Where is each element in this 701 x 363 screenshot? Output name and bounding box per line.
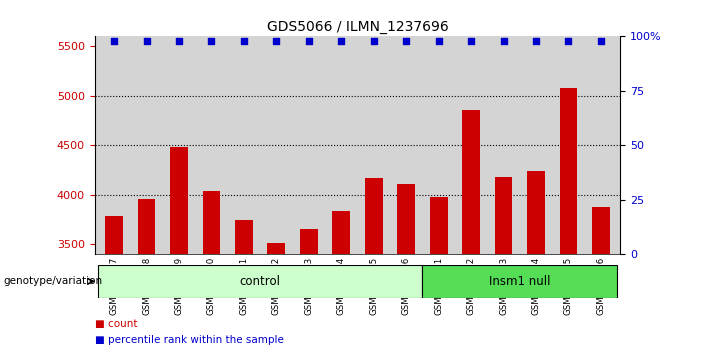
Point: [141, 38, 152, 44]
Bar: [300, 229, 318, 363]
Text: ■ percentile rank within the sample: ■ percentile rank within the sample: [95, 335, 283, 345]
Bar: [527, 171, 545, 363]
Point: [109, 38, 120, 44]
Text: ■ count: ■ count: [95, 318, 137, 329]
Bar: [430, 197, 447, 363]
Point: [563, 38, 574, 44]
Point: [595, 38, 606, 44]
Text: genotype/variation: genotype/variation: [4, 276, 102, 286]
Bar: [203, 191, 220, 363]
Bar: [235, 220, 253, 363]
Bar: [495, 177, 512, 363]
Bar: [268, 243, 285, 363]
Bar: [423, 265, 617, 298]
Text: Insm1 null: Insm1 null: [489, 275, 550, 288]
Bar: [365, 178, 383, 363]
Bar: [98, 265, 423, 298]
Point: [173, 38, 184, 44]
Bar: [397, 184, 415, 363]
Bar: [105, 216, 123, 363]
Text: control: control: [240, 275, 280, 288]
Point: [433, 38, 444, 44]
Point: [304, 38, 315, 44]
Bar: [592, 207, 610, 363]
Point: [465, 38, 477, 44]
Bar: [170, 147, 188, 363]
Point: [368, 38, 379, 44]
Point: [531, 38, 542, 44]
Point: [238, 38, 250, 44]
Point: [498, 38, 509, 44]
Bar: [137, 199, 156, 363]
Point: [271, 38, 282, 44]
Point: [206, 38, 217, 44]
Title: GDS5066 / ILMN_1237696: GDS5066 / ILMN_1237696: [266, 20, 449, 34]
Bar: [462, 110, 480, 363]
Bar: [559, 88, 578, 363]
Bar: [332, 211, 350, 363]
Point: [400, 38, 411, 44]
Point: [336, 38, 347, 44]
